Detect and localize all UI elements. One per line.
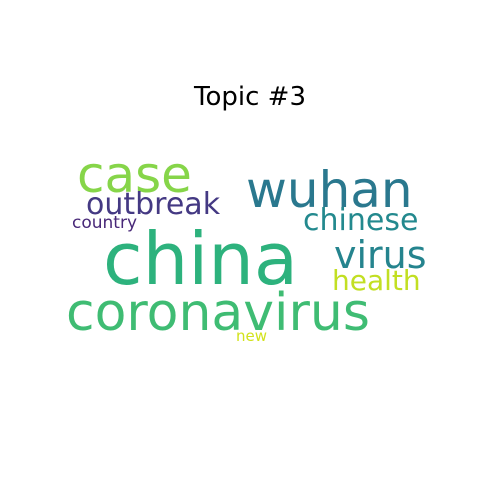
word-wuhan: wuhan <box>246 161 413 219</box>
word-country: country <box>72 213 137 233</box>
word-new: new <box>236 327 267 345</box>
word-outbreak: outbreak <box>86 187 221 222</box>
word-virus: virus <box>334 233 427 277</box>
word-china: china <box>103 217 298 301</box>
word-coronavirus: coronavirus <box>66 283 370 343</box>
word-chinese: chinese <box>303 203 418 238</box>
word-case: case <box>77 146 192 204</box>
word-health: health <box>332 264 421 297</box>
chart-title: Topic #3 <box>194 82 306 112</box>
